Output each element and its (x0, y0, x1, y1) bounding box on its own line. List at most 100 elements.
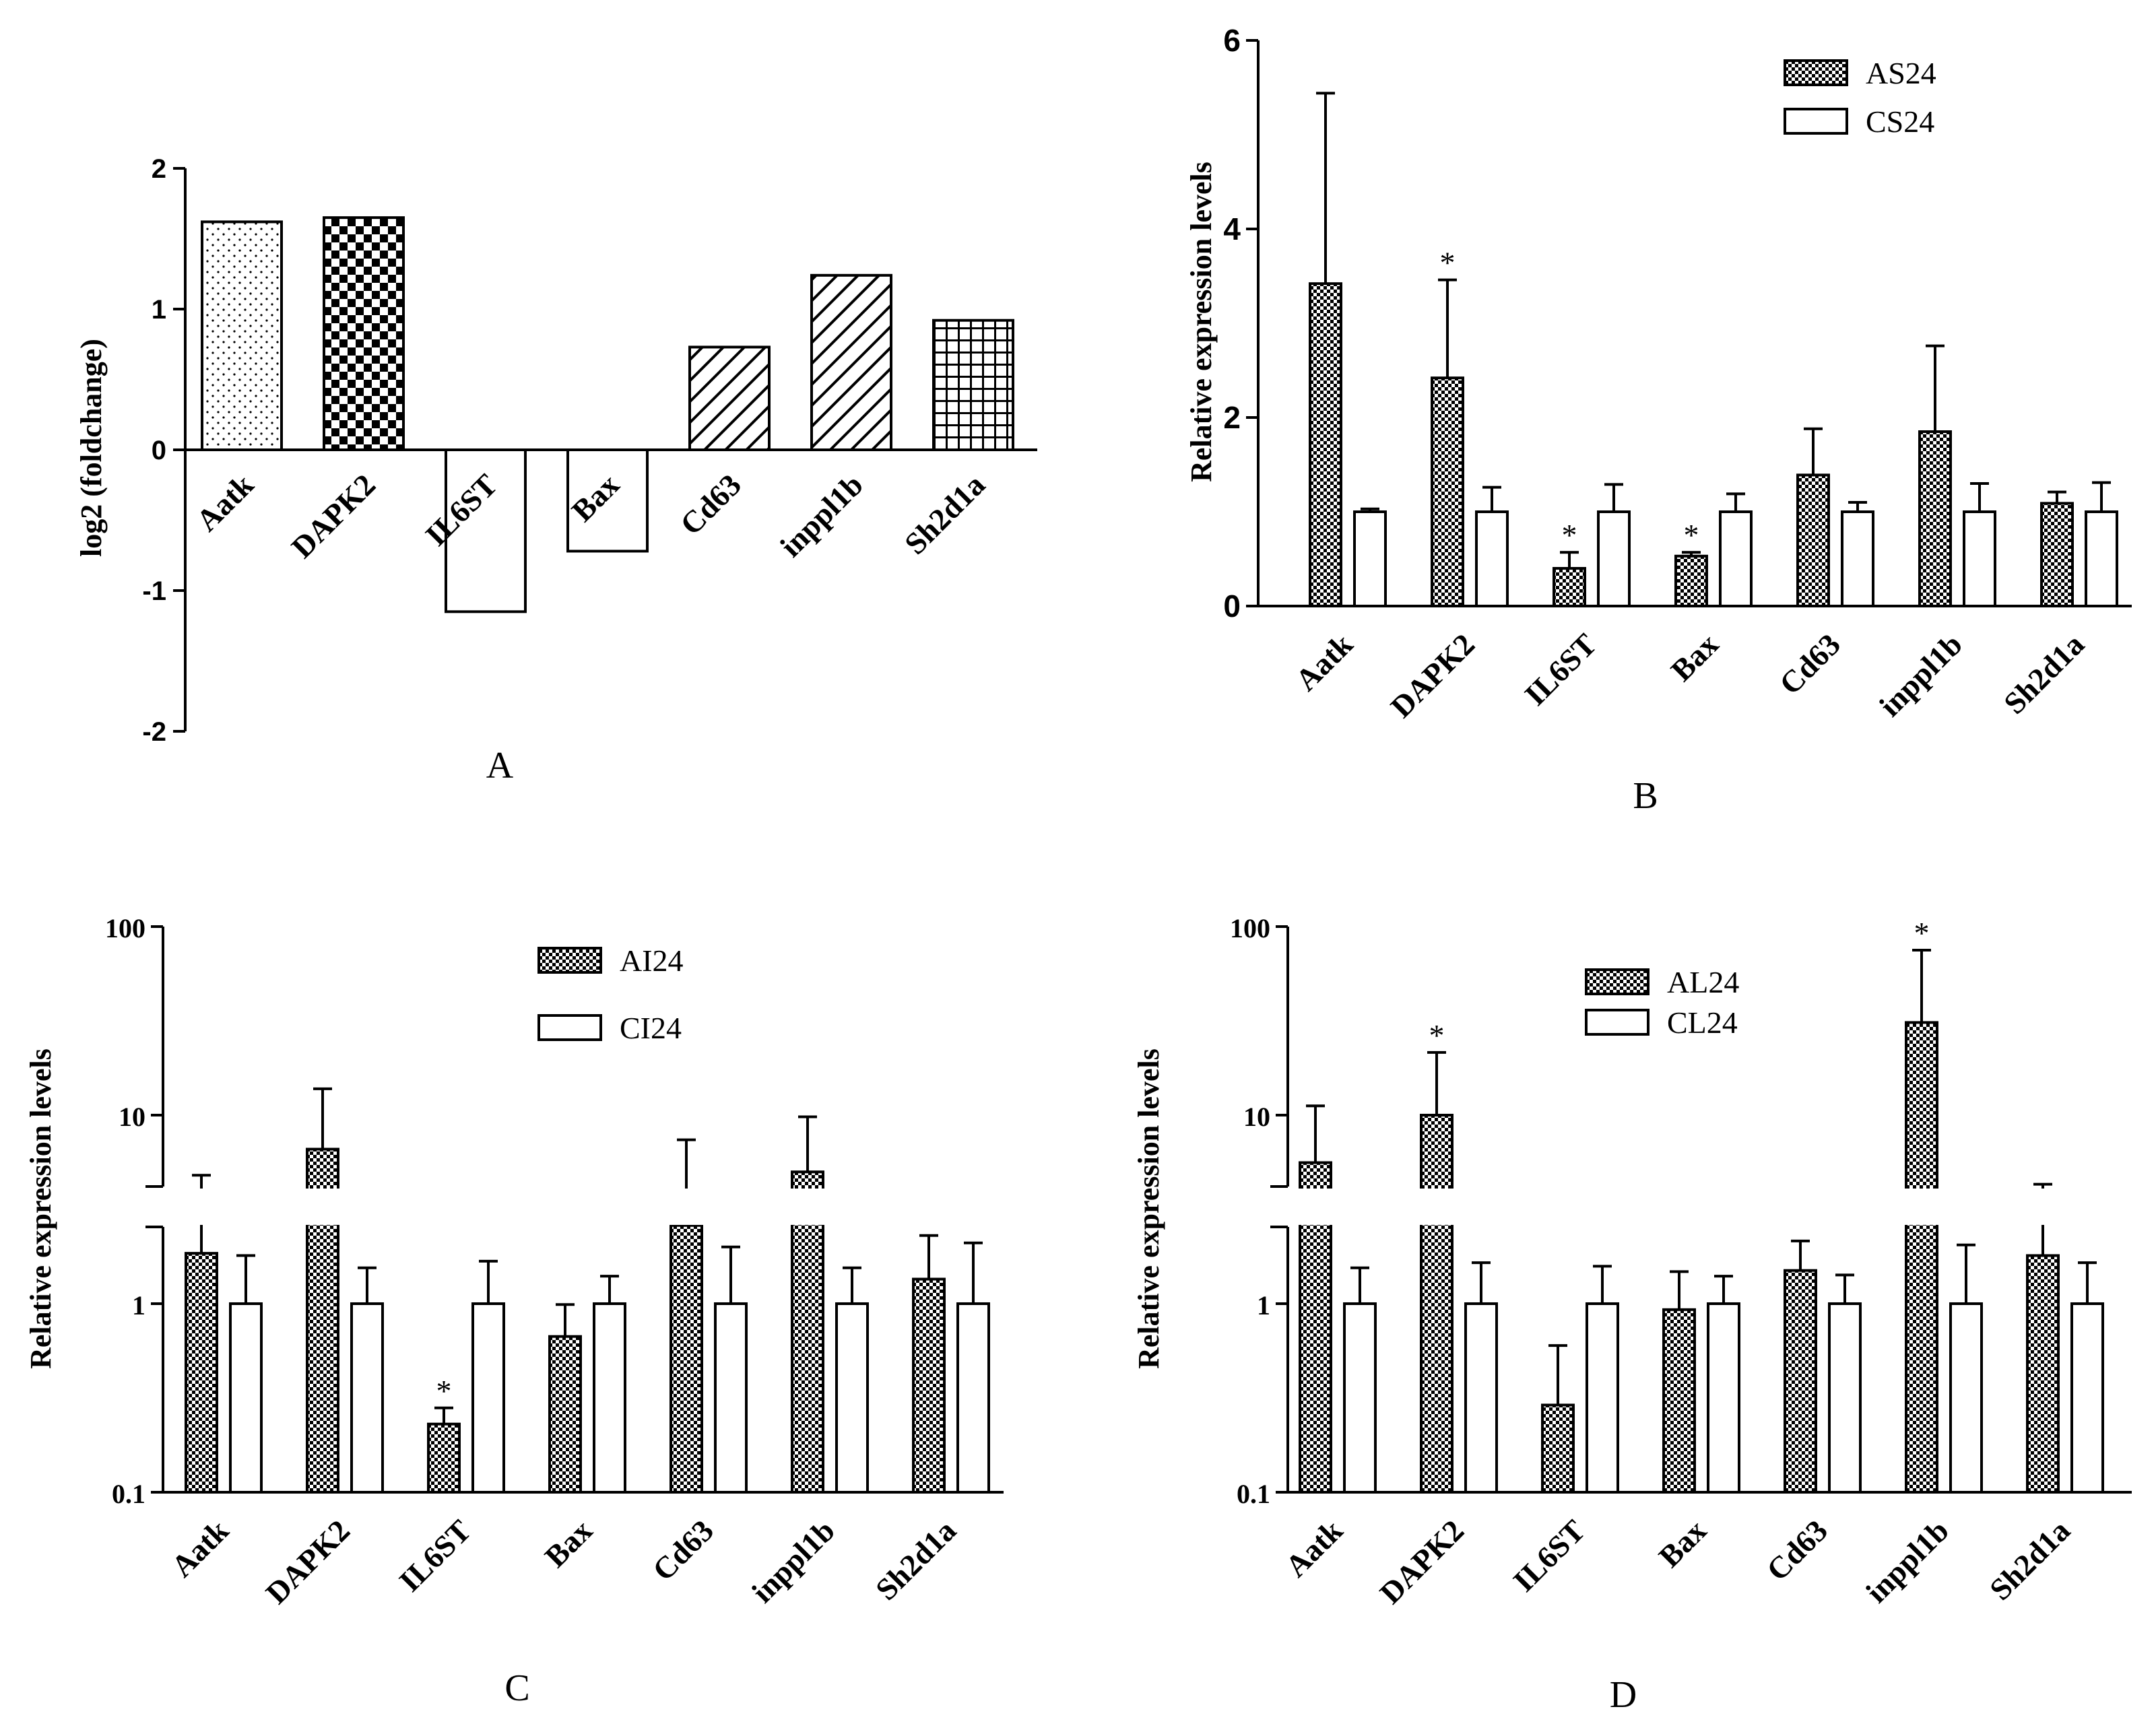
b-bar-cs24 (2085, 510, 2118, 607)
d-y-tick-label: 1 (1257, 1290, 1270, 1321)
b-x-tick-label: DAPK2 (1384, 627, 1481, 724)
a-x-tick-label: Cd63 (674, 467, 748, 541)
d-y-tick-label: 100 (1230, 913, 1270, 943)
d-bar-al24 (1420, 1114, 1453, 1494)
c-legend-swatch-ci24 (537, 1014, 602, 1041)
panel-b-label: B (1633, 775, 1658, 817)
a-bar (323, 216, 405, 451)
c-x-tick-label: DAPK2 (259, 1513, 356, 1610)
c-bar-ai24 (548, 1335, 582, 1494)
a-bar (932, 319, 1014, 451)
a-bar (201, 220, 283, 451)
c-bar-ci24 (471, 1302, 505, 1494)
b-bar-as24 (1431, 376, 1464, 607)
b-bar-as24 (1553, 567, 1586, 607)
a-bar (688, 345, 771, 451)
a-y-tick-label: -2 (142, 717, 166, 747)
d-legend-label: CL24 (1667, 1005, 1738, 1040)
d-significance-marker: * (1914, 916, 1930, 950)
d-bar-al24 (1905, 1021, 1938, 1494)
b-y-tick-label: 2 (1223, 400, 1241, 435)
a-bar (810, 273, 892, 451)
b-bar-as24 (1796, 473, 1830, 608)
a-x-tick-label: inppl1b (773, 467, 870, 564)
c-bar-ai24 (669, 1224, 703, 1494)
d-bar-al24 (1662, 1308, 1696, 1494)
b-x-tick-label: Bax (1664, 627, 1725, 688)
b-bar-cs24 (1963, 510, 1996, 607)
a-y-tick-label: -1 (142, 576, 166, 606)
c-x-tick-label: Aatk (164, 1513, 235, 1584)
d-y-tick-label: 0.1 (1237, 1479, 1270, 1509)
b-legend-label: CS24 (1866, 104, 1934, 139)
b-bar-as24 (1674, 554, 1708, 607)
c-x-tick-label: Cd63 (646, 1513, 720, 1587)
a-x-tick-label: DAPK2 (285, 467, 382, 564)
b-bar-cs24 (1841, 510, 1874, 607)
d-x-tick-label: IL6ST (1507, 1513, 1592, 1598)
d-significance-marker: * (1429, 1018, 1445, 1053)
b-bar-as24 (1309, 282, 1342, 607)
c-y-tick-label: 100 (105, 913, 145, 943)
c-bar-ai24 (791, 1170, 824, 1494)
d-bar-cl24 (1586, 1302, 1619, 1494)
c-legend-label: CI24 (620, 1011, 682, 1045)
d-x-tick-label: Cd63 (1760, 1513, 1834, 1587)
c-bar-ai24 (912, 1277, 946, 1494)
panel-a-label: A (486, 745, 514, 787)
c-bar-ai24 (427, 1422, 461, 1494)
b-y-tick-label: 0 (1223, 589, 1241, 624)
b-y-tick-label: 4 (1223, 211, 1241, 246)
d-legend-swatch-cl24 (1585, 1009, 1649, 1036)
a-y-tick-label: 0 (152, 436, 166, 465)
b-x-tick-label: inppl1b (1872, 627, 1969, 723)
b-x-tick-label: Sh2d1a (1997, 627, 2091, 721)
c-significance-marker: * (436, 1374, 452, 1408)
c-x-tick-label: inppl1b (745, 1513, 841, 1609)
b-x-tick-label: IL6ST (1518, 627, 1603, 712)
c-legend-label: AI24 (620, 943, 684, 978)
panel-c-chart: Relative expression levels C 100 10 1 0.1 Aa… (24, 913, 1006, 1709)
c-bar-ci24 (956, 1302, 990, 1494)
d-bar-cl24 (1464, 1302, 1498, 1494)
d-bar-cl24 (1707, 1302, 1740, 1494)
panel-a-ylabel: log2 (foldchange) (75, 339, 108, 557)
b-bar-cs24 (1719, 510, 1753, 607)
c-y-tick-label: 0.1 (112, 1479, 145, 1509)
d-x-tick-label: DAPK2 (1373, 1513, 1470, 1610)
b-x-tick-label: Cd63 (1773, 627, 1847, 701)
d-x-tick-label: Bax (1652, 1513, 1713, 1574)
b-bar-cs24 (1597, 510, 1631, 607)
d-legend-label: AL24 (1667, 965, 1739, 999)
a-y-tick-label: 2 (152, 154, 166, 184)
a-x-tick-label: Sh2d1a (898, 467, 991, 561)
c-y-tick-label: 1 (132, 1290, 145, 1321)
b-significance-marker: * (1684, 518, 1699, 552)
c-legend-swatch-ai24 (537, 947, 602, 974)
d-bar-cl24 (2070, 1302, 2104, 1494)
b-legend-swatch-as24 (1784, 59, 1848, 86)
d-bar-cl24 (1949, 1302, 1983, 1494)
d-bar-al24 (1784, 1269, 1817, 1494)
d-x-tick-label: Aatk (1278, 1513, 1349, 1584)
c-x-tick-label: Bax (538, 1513, 599, 1574)
b-bar-cs24 (1475, 510, 1509, 607)
b-bar-cs24 (1353, 510, 1387, 607)
b-bar-as24 (1918, 430, 1952, 607)
c-bar-ci24 (229, 1302, 263, 1494)
panel-d-label: D (1610, 1674, 1637, 1716)
b-significance-marker: * (1440, 246, 1456, 280)
d-x-tick-label: inppl1b (1859, 1513, 1955, 1609)
a-bar (566, 448, 649, 553)
panel-d-ylabel: Relative expression levels (1132, 1048, 1165, 1369)
b-significance-marker: * (1562, 518, 1577, 552)
c-x-tick-label: IL6ST (393, 1513, 478, 1598)
panel-d-chart: Relative expression levels D 100 10 1 0.1 Aa… (1132, 913, 2134, 1716)
c-break-gap (165, 1189, 1006, 1225)
a-x-tick-label: Aatk (189, 467, 260, 538)
c-x-tick-label: Sh2d1a (869, 1513, 962, 1607)
b-bar-as24 (2040, 502, 2074, 608)
c-bar-ci24 (714, 1302, 748, 1494)
b-x-tick-label: Aatk (1288, 627, 1359, 698)
